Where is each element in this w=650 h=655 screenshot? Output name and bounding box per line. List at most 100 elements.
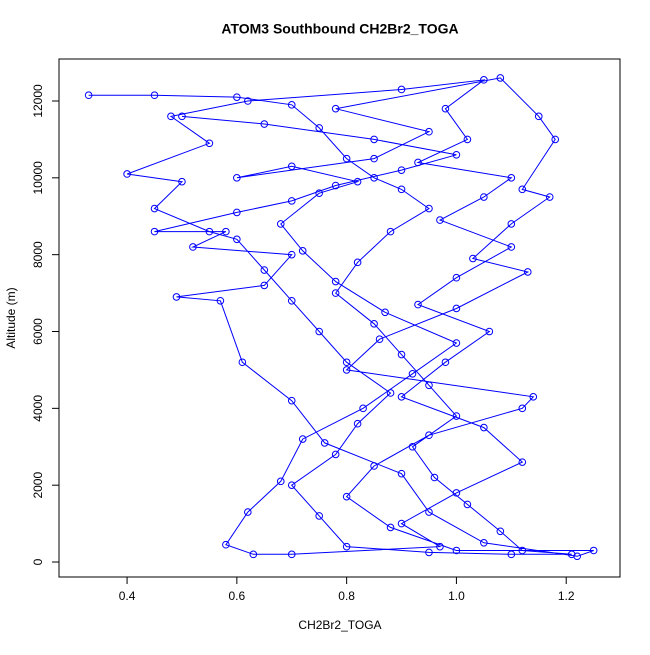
data-point [244, 508, 252, 516]
data-point [287, 197, 296, 205]
data-point [567, 550, 576, 559]
data-point [425, 381, 433, 390]
data-point [452, 150, 461, 159]
data-point [425, 548, 433, 557]
data-point [298, 435, 307, 443]
data-point [249, 550, 258, 559]
data-point [342, 492, 351, 501]
data-point [205, 139, 214, 148]
data-point [397, 519, 406, 528]
data-point [507, 220, 516, 228]
data-point [469, 254, 477, 263]
data-point [518, 185, 527, 194]
data-line [88, 77, 594, 557]
data-point [436, 216, 444, 224]
y-tick-label: 6000 [31, 318, 45, 345]
data-point [315, 512, 323, 520]
data-point [287, 296, 296, 305]
data-point [287, 250, 296, 259]
data-point [238, 358, 247, 367]
data-point [331, 289, 340, 297]
data-point [359, 404, 367, 413]
y-axis-label: Altitude (m) [4, 287, 18, 348]
data-point [233, 93, 241, 101]
y-tick-label: 2000 [31, 472, 45, 499]
data-point [150, 204, 159, 213]
x-axis-label: CH2Br2_TOGA [298, 618, 381, 632]
data-point [84, 91, 93, 100]
y-tick-label: 0 [31, 558, 45, 565]
data-point [414, 300, 422, 309]
x-tick-label: 1.2 [558, 589, 575, 603]
data-point [430, 473, 439, 482]
y-tick-label: 4000 [31, 395, 45, 422]
data-point [222, 540, 230, 549]
data-point [233, 208, 241, 217]
data-point [342, 542, 351, 551]
data-point [463, 500, 472, 509]
y-tick-label: 8000 [31, 241, 45, 268]
data-point [425, 508, 433, 516]
data-point [150, 91, 159, 100]
data-point [518, 546, 527, 555]
data-point [529, 393, 538, 401]
data-point [414, 158, 422, 167]
data-point [331, 450, 340, 459]
data-point [331, 104, 340, 113]
data-point [353, 419, 362, 428]
data-point [353, 177, 362, 186]
data-point [370, 135, 378, 144]
data-point [276, 220, 285, 228]
data-point [480, 539, 488, 547]
data-point [441, 104, 450, 113]
data-point [425, 431, 433, 440]
data-point [276, 477, 285, 486]
data-point [507, 550, 516, 559]
data-point [342, 366, 351, 374]
data-point [485, 327, 494, 336]
data-point [523, 268, 532, 276]
data-point [518, 458, 527, 466]
data-point [386, 227, 395, 236]
data-point [370, 174, 378, 182]
data-point [287, 550, 296, 559]
data-point [331, 277, 340, 286]
data-point [172, 293, 181, 301]
plot-frame [58, 58, 621, 578]
data-point [353, 258, 362, 267]
x-tick-label: 0.4 [119, 589, 136, 603]
data-point [397, 393, 406, 401]
data-point [441, 358, 450, 367]
data-point [287, 101, 296, 109]
data-point [452, 489, 461, 497]
data-point [425, 204, 433, 213]
data-point [222, 227, 230, 236]
data-point [260, 266, 269, 274]
data-point [397, 350, 406, 359]
data-point [315, 189, 323, 197]
data-point [331, 181, 340, 190]
y-tick-label: 12000 [31, 84, 45, 118]
chart-title: ATOM3 Southbound CH2Br2_TOGA [221, 21, 458, 37]
data-point [233, 174, 241, 182]
data-point [518, 404, 527, 413]
data-point [189, 243, 197, 251]
data-point [287, 481, 296, 489]
data-point [397, 166, 406, 174]
data-point [370, 462, 378, 470]
data-point [386, 389, 395, 397]
data-point [496, 74, 505, 82]
data-point [452, 304, 461, 313]
data-point [397, 185, 406, 194]
data-point [425, 127, 433, 136]
data-point [315, 327, 323, 336]
data-point [381, 308, 389, 317]
data-point [287, 396, 296, 405]
data-point [589, 546, 598, 555]
y-tick-label: 10000 [31, 161, 45, 195]
data-point [480, 193, 488, 201]
data-point [342, 154, 351, 163]
data-point [233, 235, 241, 244]
data-point [178, 112, 186, 121]
data-point [573, 552, 581, 561]
